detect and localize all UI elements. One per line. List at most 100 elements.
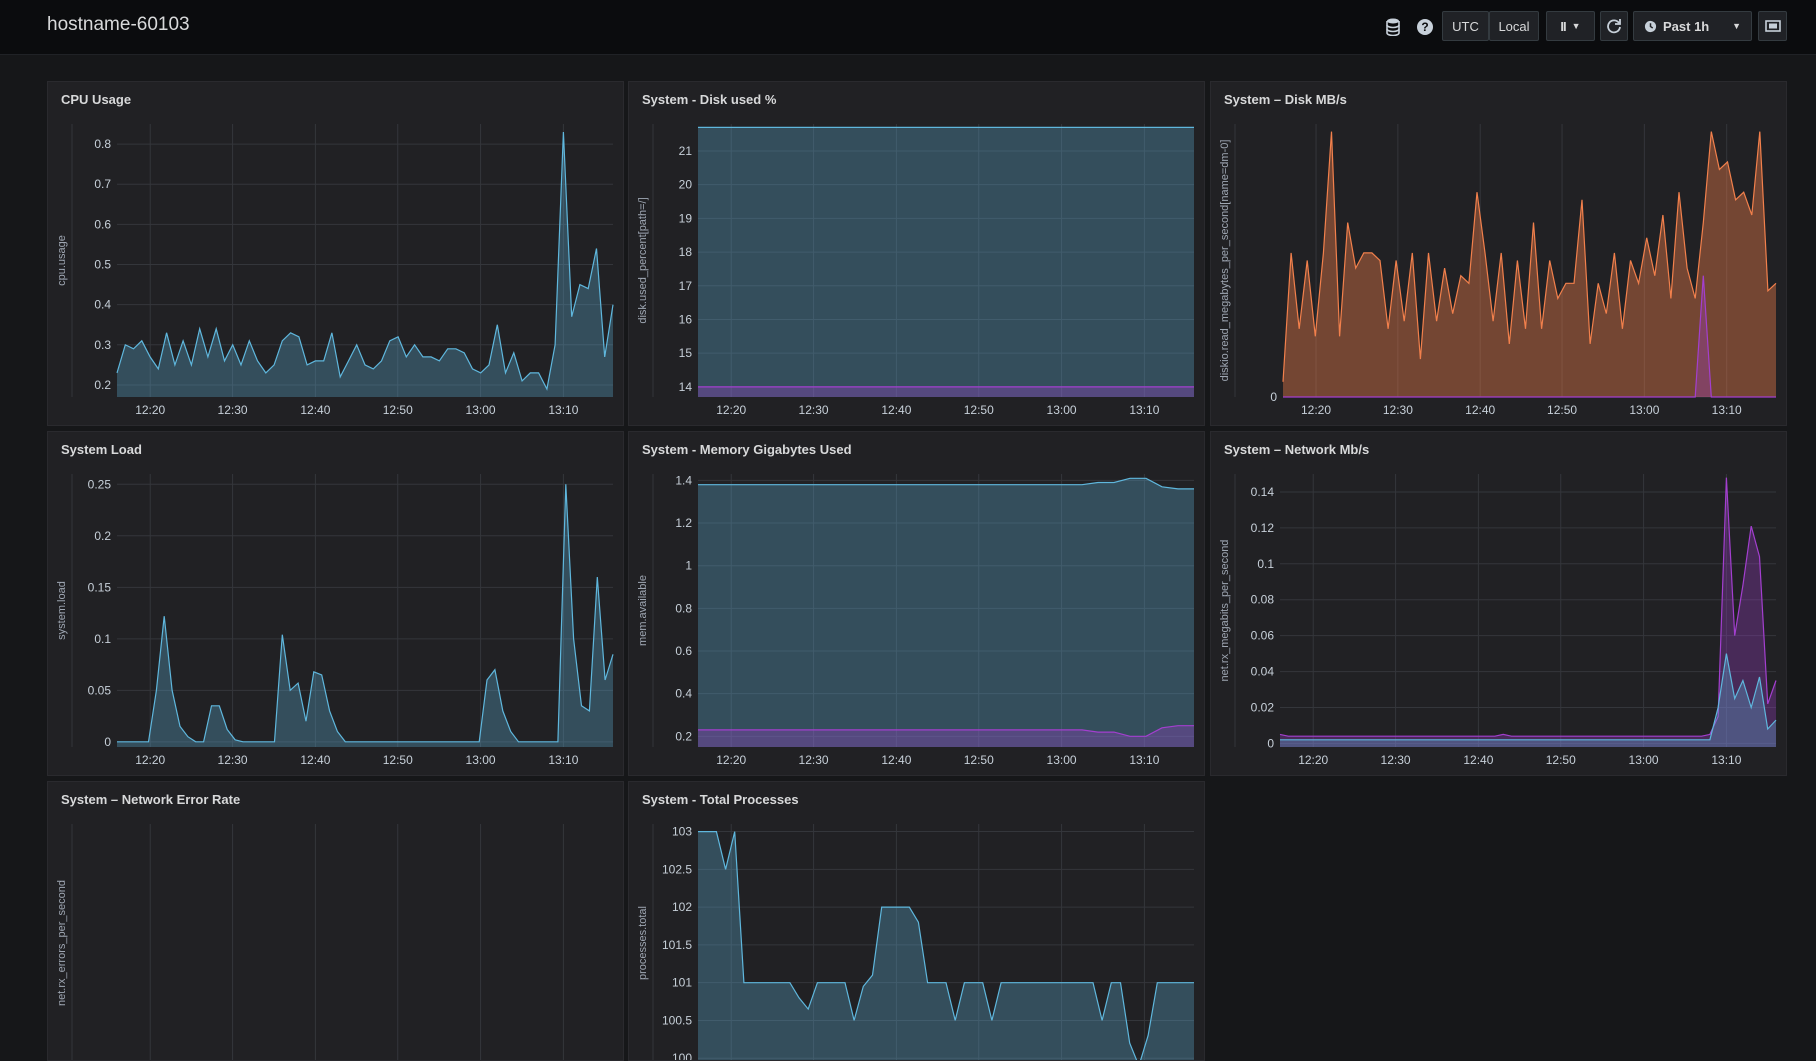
y-axis-title: mem.available: [637, 575, 649, 646]
fullscreen-icon: [1764, 20, 1781, 32]
y-tick-label: 0.04: [1251, 665, 1275, 679]
clock-icon: [1644, 20, 1657, 32]
y-tick-label: 17: [679, 279, 693, 293]
y-tick-label: 103: [672, 825, 692, 839]
pause-button[interactable]: II ▼: [1546, 11, 1595, 41]
panel-title: CPU Usage: [61, 92, 132, 107]
database-icon[interactable]: [1380, 14, 1406, 40]
y-tick-label: 0: [1270, 390, 1277, 404]
panel-network-errors: System – Network Error Rate net.rx_error…: [47, 781, 624, 1061]
y-tick-label: 18: [679, 245, 693, 259]
x-tick-label: 12:30: [1381, 753, 1411, 767]
x-tick-label: 12:20: [135, 403, 165, 417]
y-axis-title: cpu.usage: [56, 235, 68, 286]
series-line: [1283, 275, 1776, 398]
x-tick-label: 13:10: [548, 403, 578, 417]
y-tick-label: 0: [104, 735, 111, 749]
x-tick-label: 12:20: [1301, 403, 1331, 417]
y-tick-label: 0: [1267, 736, 1274, 750]
chart: net.rx_megabits_per_second 0 0.02 0.04 0.06 0…: [1219, 474, 1777, 767]
x-tick-label: 12:20: [1298, 753, 1328, 767]
x-tick-label: 12:50: [383, 753, 413, 767]
x-tick-label: 12:50: [383, 403, 413, 417]
x-tick-label: 12:20: [716, 753, 746, 767]
y-axis-title: disk.used_percent[path=/]: [637, 197, 649, 323]
y-tick-label: 0.1: [94, 632, 111, 646]
y-tick-label: 0.8: [94, 137, 111, 151]
x-tick-label: 12:20: [135, 753, 165, 767]
y-tick-label: 14: [679, 380, 693, 394]
x-tick-label: 12:40: [300, 753, 330, 767]
x-tick-label: 13:00: [466, 753, 496, 767]
x-tick-label: 13:00: [1629, 753, 1659, 767]
x-tick-label: 13:10: [1129, 753, 1159, 767]
y-axis-title: processes.total: [637, 906, 649, 980]
x-tick-label: 13:00: [1047, 753, 1077, 767]
x-tick-label: 13:10: [1712, 403, 1742, 417]
series-area: [1283, 131, 1776, 397]
x-tick-label: 12:40: [881, 753, 911, 767]
utc-button[interactable]: UTC: [1442, 11, 1489, 41]
y-tick-label: 0.1: [1257, 557, 1274, 571]
y-tick-label: 0.5: [94, 258, 111, 272]
x-tick-label: 12:50: [1546, 753, 1576, 767]
x-tick-label: 12:30: [799, 403, 829, 417]
y-tick-label: 0.4: [94, 298, 111, 312]
time-range-label: Past 1h: [1663, 18, 1710, 34]
x-tick-label: 13:00: [1047, 403, 1077, 417]
y-tick-label: 21: [679, 144, 693, 158]
time-range-picker[interactable]: Past 1h ▼: [1633, 11, 1752, 41]
chevron-down-icon: ▼: [1732, 21, 1741, 31]
y-tick-label: 15: [679, 346, 693, 360]
y-tick-label: 0.2: [94, 378, 111, 392]
panel-cpu-usage: CPU Usage cpu.usage 0.2 0.3 0.4 0.5 0.6 0.7 0.8…: [47, 81, 624, 426]
x-tick-label: 12:30: [218, 403, 248, 417]
chart: system.load 0 0.05 0.1 0.15 0.2 0.25 12:20 12:30…: [56, 474, 614, 767]
series-area: [1280, 477, 1776, 747]
panel-title: System – Network Error Rate: [61, 792, 241, 807]
y-tick-label: 19: [679, 211, 693, 225]
y-axis-title: system.load: [56, 581, 68, 640]
panel-network: System – Network Mb/s net.rx_megabits_pe…: [1210, 431, 1787, 776]
panel-title: System - Disk used %: [642, 92, 777, 107]
chevron-down-icon: ▼: [1571, 21, 1581, 31]
x-tick-label: 12:30: [218, 753, 248, 767]
refresh-button[interactable]: [1600, 11, 1628, 41]
series-area: [698, 725, 1194, 747]
x-tick-label: 12:20: [716, 403, 746, 417]
fullscreen-button[interactable]: [1758, 11, 1787, 41]
y-tick-label: 0.14: [1251, 485, 1275, 499]
y-tick-label: 0.8: [675, 601, 692, 615]
panel-processes: System - Total Processes processes.total…: [628, 781, 1205, 1061]
y-tick-label: 0.3: [94, 338, 111, 352]
series-area: [117, 484, 613, 747]
y-axis-title: net.rx_errors_per_second: [56, 880, 68, 1006]
y-tick-label: 0.06: [1251, 629, 1275, 643]
local-button[interactable]: Local: [1489, 11, 1539, 41]
x-tick-label: 13:10: [548, 753, 578, 767]
x-tick-label: 13:10: [1129, 403, 1159, 417]
y-tick-label: 0.02: [1251, 700, 1275, 714]
panel-system-load: System Load system.load 0 0.05 0.1 0.15 0.2 0.…: [47, 431, 624, 776]
y-axis-title: diskio.read_megabytes_per_second[name=dm…: [1219, 140, 1231, 382]
y-tick-label: 102: [672, 900, 692, 914]
series-area: [698, 478, 1194, 747]
x-tick-label: 13:00: [466, 403, 496, 417]
series-line: [698, 725, 1194, 737]
y-tick-label: 0.4: [675, 687, 692, 701]
panel-title: System - Memory Gigabytes Used: [642, 442, 852, 457]
panel-title: System - Total Processes: [642, 792, 799, 807]
y-tick-label: 16: [679, 312, 693, 326]
x-tick-label: 12:50: [1547, 403, 1577, 417]
panel-disk-mbs: System – Disk MB/s diskio.read_megabytes…: [1210, 81, 1787, 426]
x-tick-label: 12:50: [964, 403, 994, 417]
chart: net.rx_errors_per_second: [56, 824, 564, 1060]
help-icon[interactable]: ?: [1412, 14, 1438, 40]
y-tick-label: 0.2: [94, 529, 111, 543]
series-line: [1282, 131, 1777, 382]
y-tick-label: 0.25: [88, 477, 112, 491]
panel-memory: System - Memory Gigabytes Used mem.avail…: [628, 431, 1205, 776]
y-tick-label: 100.5: [662, 1013, 692, 1027]
series-line: [1279, 477, 1777, 737]
top-bar: hostname-60103 ? UTC Local II ▼ Past 1h …: [0, 0, 1816, 55]
